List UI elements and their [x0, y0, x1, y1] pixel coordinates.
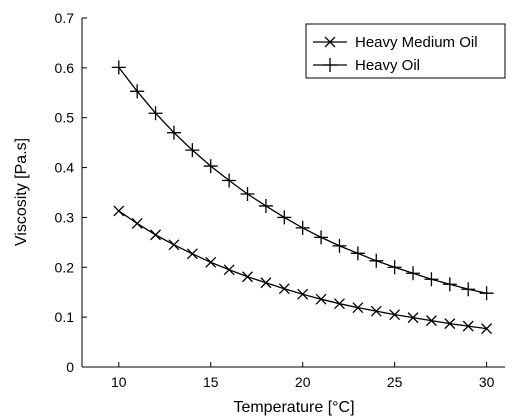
data-point [387, 260, 402, 275]
y-tick-label: 0.5 [55, 110, 75, 126]
data-point [295, 220, 310, 235]
y-axis-label: Viscosity [Pa.s] [13, 138, 30, 246]
legend-box [305, 23, 506, 79]
data-point [425, 315, 437, 327]
y-tick-label: 0.3 [55, 209, 75, 225]
data-point [277, 210, 292, 225]
legend: Heavy Medium Oil Heavy Oil [305, 23, 506, 79]
data-point [350, 246, 365, 261]
data-point [462, 320, 474, 332]
data-point [479, 286, 494, 301]
data-point [442, 277, 457, 292]
data-point [130, 84, 145, 99]
data-point [223, 264, 235, 276]
axes [81, 18, 505, 368]
data-point [407, 312, 419, 324]
data-point [332, 238, 347, 253]
data-point [278, 283, 290, 295]
data-point [111, 60, 126, 75]
data-point [315, 293, 327, 305]
data-point [334, 298, 345, 310]
data-point [150, 229, 162, 241]
legend-label-heavy-oil: Heavy Oil [355, 57, 420, 74]
y-tick-label: 0.7 [55, 10, 75, 26]
data-point [240, 186, 255, 201]
data-point [168, 239, 180, 251]
series-layer [111, 60, 494, 335]
data-point [113, 205, 125, 217]
data-point [369, 253, 384, 268]
legend-marker-heavy-oil [323, 58, 337, 72]
y-tick-label: 0.4 [55, 160, 75, 176]
data-point [406, 266, 421, 281]
data-point [389, 309, 401, 321]
y-tick-label: 0.6 [55, 60, 75, 76]
data-point [461, 282, 476, 297]
data-point [297, 288, 309, 300]
y-tick-label: 0 [66, 359, 74, 375]
data-point [186, 248, 198, 260]
data-point [370, 305, 382, 317]
x-tick-label: 25 [387, 374, 403, 390]
data-point [260, 277, 272, 289]
x-tick-label: 15 [203, 374, 219, 390]
y-tick-label: 0.1 [55, 309, 75, 325]
data-point [258, 198, 273, 213]
legend-label-heavy-medium-oil: Heavy Medium Oil [355, 34, 478, 51]
legend-marker-heavy-medium-oil [324, 36, 336, 48]
data-point [203, 159, 218, 174]
y-tick-label: 0.2 [55, 259, 75, 275]
data-point [205, 256, 217, 268]
x-tick-label: 30 [479, 374, 495, 390]
data-point [131, 217, 143, 229]
x-axis-label: Temperature [°C] [233, 399, 354, 416]
data-point [148, 106, 163, 121]
series-line-heavy-oil [118, 66, 487, 294]
data-point [314, 230, 329, 245]
x-tick-label: 10 [111, 374, 127, 390]
series-heavy-oil [111, 60, 494, 301]
data-point [424, 272, 439, 287]
series-heavy-medium-oil [113, 205, 493, 335]
ticks: 10 15 20 25 30 0 0.1 0.2 0.3 0.4 0.5 0.6 0.7 [55, 10, 495, 390]
data-point [166, 125, 181, 140]
data-point [185, 143, 200, 158]
data-point [352, 302, 364, 314]
data-point [444, 318, 456, 330]
data-point [222, 173, 237, 188]
x-tick-label: 20 [295, 374, 311, 390]
data-point [242, 271, 253, 283]
data-point [481, 323, 493, 335]
